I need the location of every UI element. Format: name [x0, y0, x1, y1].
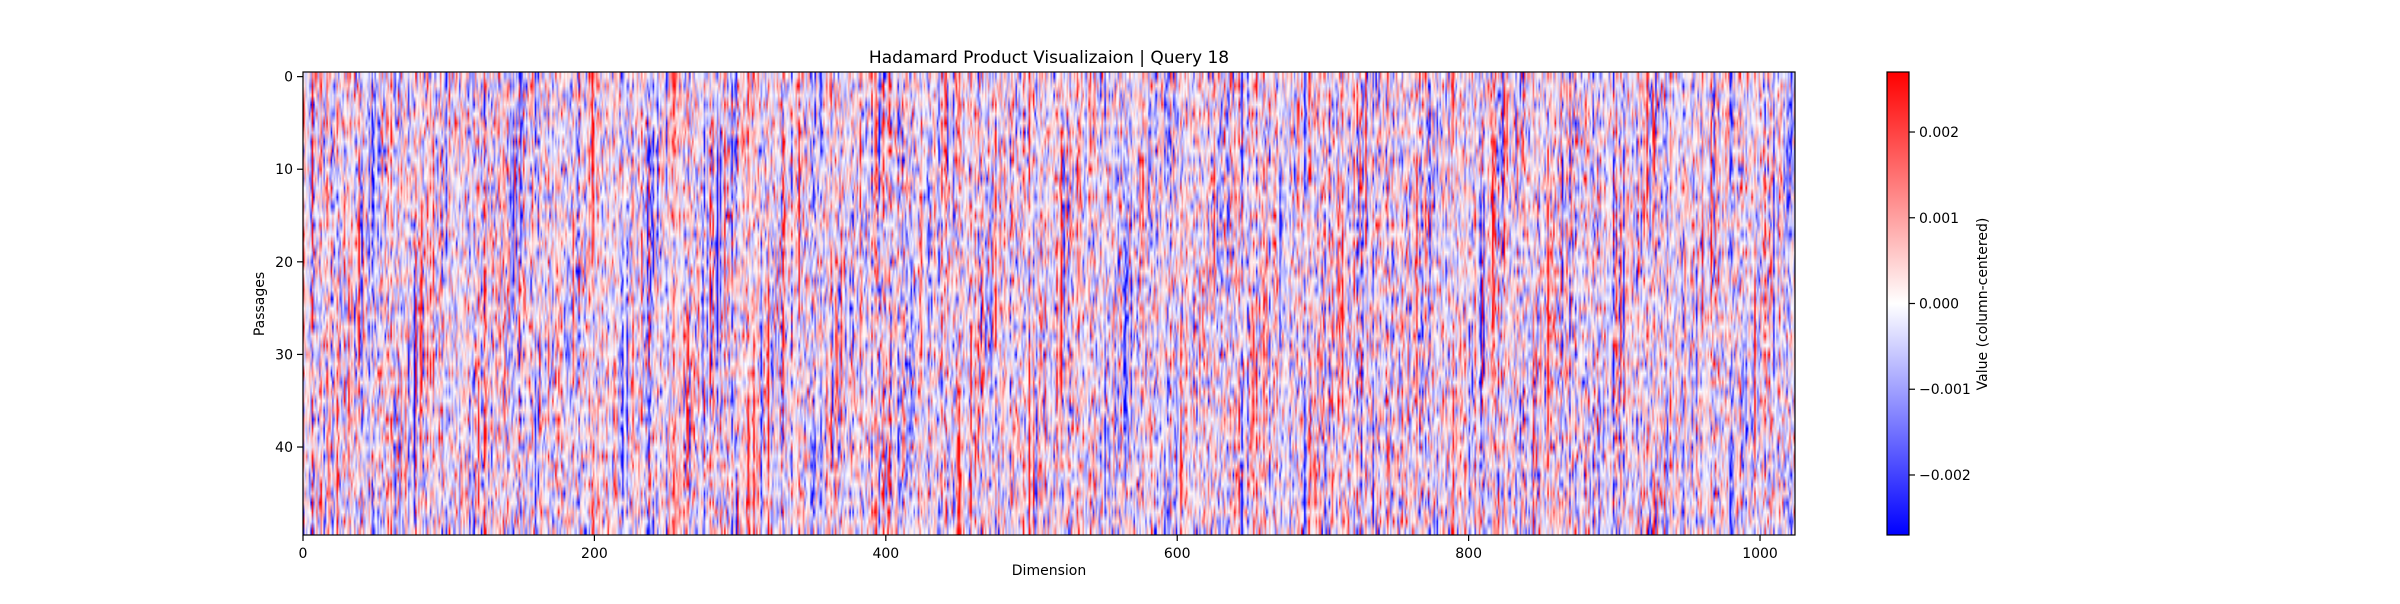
colorbar-tick-label: 0.000: [1919, 297, 1959, 313]
x-tick-label: 800: [1455, 546, 1482, 562]
heatmap-cells: [303, 72, 1795, 535]
colorbar-label: Value (column-centered): [1975, 218, 1991, 391]
y-tick-label: 40: [275, 440, 293, 456]
chart-title: Hadamard Product Visualizaion | Query 18: [869, 48, 1229, 68]
x-axis: 0 200 400 600 800 1000: [299, 535, 1778, 562]
colorbar-tick-label: 0.001: [1919, 211, 1959, 227]
x-tick-label: 200: [581, 546, 608, 562]
plot-frame: [302, 71, 1796, 536]
x-tick-label: 600: [1164, 546, 1191, 562]
colorbar: [1886, 71, 1910, 536]
y-tick-label: 30: [275, 347, 293, 363]
colorbar-axis: 0.002 0.001 0.000 −0.001 −0.002: [1909, 125, 1971, 484]
x-tick-label: 400: [872, 546, 899, 562]
heatmap-area: [303, 72, 1795, 535]
colorbar-tick-label: −0.002: [1919, 468, 1971, 484]
colorbar-tick-label: 0.002: [1919, 125, 1959, 141]
x-axis-label: Dimension: [1012, 563, 1086, 579]
colorbar-tick-label: −0.001: [1919, 382, 1971, 398]
y-axis-label: Passages: [252, 272, 268, 336]
y-tick-label: 20: [275, 255, 293, 271]
y-tick-label: 0: [284, 70, 293, 86]
x-tick-label: 0: [299, 546, 308, 562]
x-tick-label: 1000: [1742, 546, 1778, 562]
y-tick-label: 10: [275, 162, 293, 178]
y-axis: 0 10 20 30 40: [275, 70, 303, 456]
